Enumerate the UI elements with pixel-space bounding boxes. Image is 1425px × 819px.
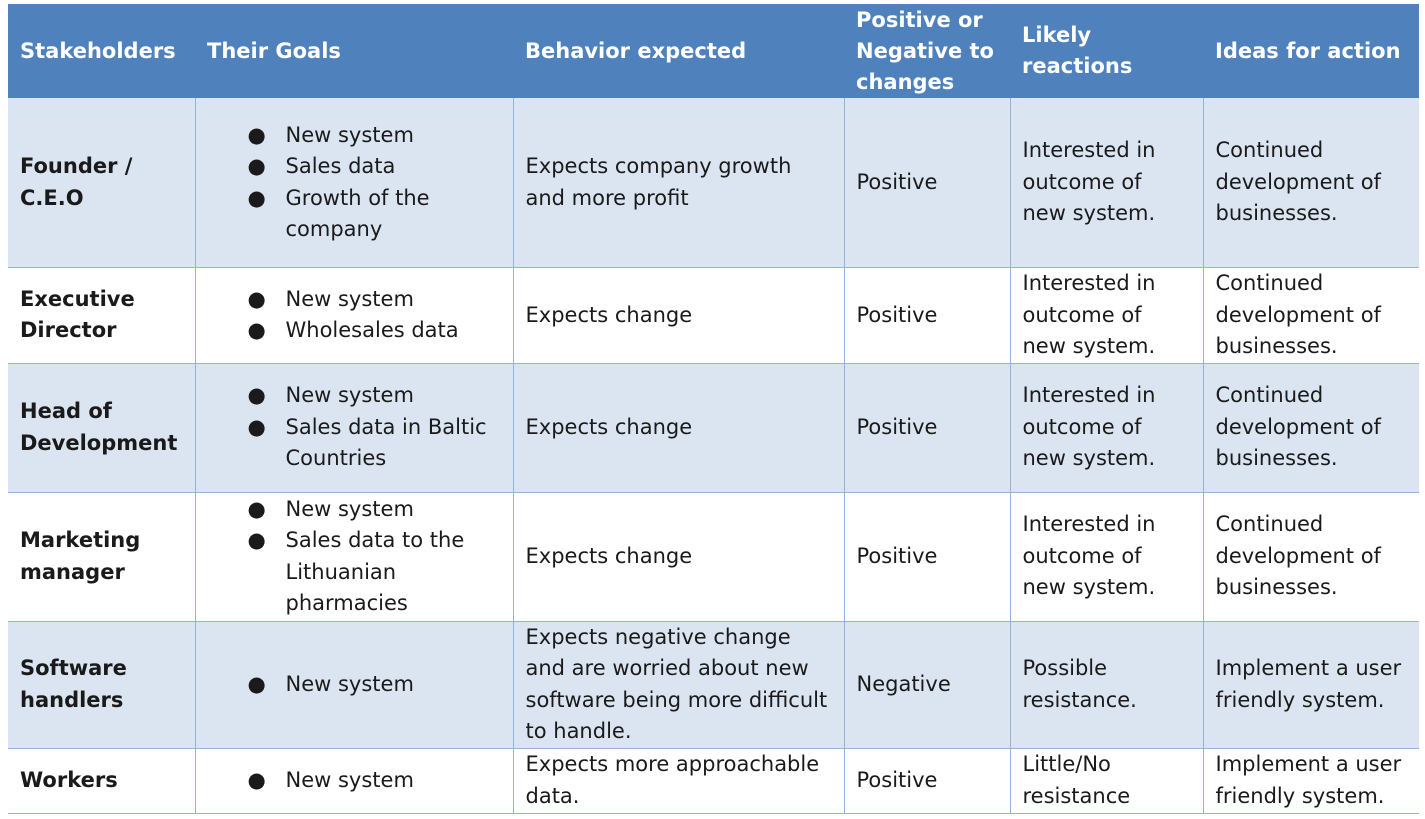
reaction-cell: Possible resistance. xyxy=(1009,621,1204,749)
attitude-cell: Positive xyxy=(843,748,1011,814)
goal-item: ● New system xyxy=(248,284,501,316)
behavior-cell: Expects change xyxy=(512,363,845,493)
goal-item: ● Sales data xyxy=(248,151,501,183)
attitude-cell: Positive xyxy=(843,363,1011,493)
header-row: Stakeholders Their Goals Behavior expect… xyxy=(8,4,1419,98)
bullet-icon: ● xyxy=(247,383,266,408)
table-row: Founder / C.E.O ● New system ● Sales data … xyxy=(8,98,1419,268)
bullet-icon: ● xyxy=(247,496,266,521)
goal-item: ● Sales data to the Lithuanian pharmacies xyxy=(248,525,501,620)
reaction-cell: Little/No resistance xyxy=(1009,748,1204,814)
bullet-icon: ● xyxy=(247,122,266,147)
table-row: Executive Director ● New system ● Wholesal… xyxy=(8,267,1419,364)
goal-item: ● New system xyxy=(248,765,501,797)
goal-item: ● Growth of the company xyxy=(248,183,501,246)
stakeholder-analysis-table: Stakeholders Their Goals Behavior expect… xyxy=(8,4,1419,814)
table-row: Head of Development ● New system ● Sales d… xyxy=(8,363,1419,493)
behavior-cell: Expects change xyxy=(512,267,845,364)
goal-item: ● New system xyxy=(248,120,501,152)
bullet-icon: ● xyxy=(247,154,266,178)
goal-text: New system xyxy=(285,286,414,311)
goals-list: ● New system ● Wholesales data xyxy=(208,284,501,347)
bullet-icon: ● xyxy=(247,414,266,439)
attitude-cell: Negative xyxy=(843,621,1011,749)
reaction-cell: Interested in outcome of new system. xyxy=(1009,98,1204,268)
goal-text: New system xyxy=(285,671,414,696)
stakeholder-cell: Founder / C.E.O xyxy=(8,98,196,268)
bullet-icon: ● xyxy=(247,528,266,552)
goals-cell: ● New system ● Sales data to the Lithuania… xyxy=(194,492,514,622)
action-cell: Continued development of businesses. xyxy=(1202,267,1419,364)
bullet-icon: ● xyxy=(247,767,266,792)
attitude-cell: Positive xyxy=(843,492,1011,622)
stakeholder-cell: Marketing manager xyxy=(8,492,196,622)
table-row: Workers ● New system Expects more approac… xyxy=(8,748,1419,814)
header-reactions: Likely reactions xyxy=(1010,4,1203,98)
action-cell: Continued development of businesses. xyxy=(1202,98,1419,268)
reaction-cell: Interested in outcome of new system. xyxy=(1009,363,1204,493)
goal-item: ● New system xyxy=(248,380,501,412)
bullet-icon: ● xyxy=(247,286,266,311)
header-stakeholders: Stakeholders xyxy=(8,4,195,98)
goal-item: ● Sales data in Baltic Countries xyxy=(248,412,501,475)
goal-item: ● New system xyxy=(248,669,501,701)
goals-list: ● New system xyxy=(208,669,501,701)
stakeholder-cell: Head of Development xyxy=(8,363,196,493)
behavior-cell: Expects more approachable data. xyxy=(512,748,845,814)
goal-item: ● Wholesales data xyxy=(248,315,501,347)
goals-list: ● New system ● Sales data in Baltic Countr… xyxy=(208,380,501,475)
goals-list: ● New system ● Sales data ● Growth of the c… xyxy=(208,120,501,246)
header-behavior: Behavior expected xyxy=(513,4,844,98)
header-ideas: Ideas for action xyxy=(1203,4,1419,98)
bullet-icon: ● xyxy=(247,318,266,343)
goals-list: ● New system xyxy=(208,765,501,797)
goals-cell: ● New system ● Sales data in Baltic Countr… xyxy=(194,363,514,493)
goal-text: New system xyxy=(285,496,414,521)
bullet-icon: ● xyxy=(247,671,266,696)
table-row: Marketing manager ● New system ● Sales dat… xyxy=(8,492,1419,622)
table-row: Software handlers ● New system Expects ne… xyxy=(8,621,1419,749)
header-goals: Their Goals xyxy=(195,4,513,98)
goal-text: Sales data xyxy=(285,154,396,178)
goal-text: Wholesales data xyxy=(285,318,459,343)
stakeholder-cell: Executive Director xyxy=(8,267,196,364)
goals-cell: ● New system ● Wholesales data xyxy=(194,267,514,364)
bullet-icon: ● xyxy=(247,185,266,210)
goals-cell: ● New system xyxy=(194,748,514,814)
attitude-cell: Positive xyxy=(843,98,1011,268)
goals-list: ● New system ● Sales data to the Lithuania… xyxy=(208,494,501,620)
action-cell: Implement a user friendly system. xyxy=(1202,748,1419,814)
action-cell: Implement a user friendly system. xyxy=(1202,621,1419,749)
reaction-cell: Interested in outcome of new system. xyxy=(1009,492,1204,622)
stakeholder-cell: Workers xyxy=(8,748,196,814)
reaction-cell: Interested in outcome of new system. xyxy=(1009,267,1204,364)
behavior-cell: Expects change xyxy=(512,492,845,622)
behavior-cell: Expects company growth and more profit xyxy=(512,98,845,268)
attitude-cell: Positive xyxy=(843,267,1011,364)
goal-text: Sales data to the Lithuanian pharmacies xyxy=(285,528,465,615)
action-cell: Continued development of businesses. xyxy=(1202,363,1419,493)
behavior-cell: Expects negative change and are worried … xyxy=(512,621,845,749)
goal-text: New system xyxy=(285,767,414,792)
goal-text: New system xyxy=(285,383,414,408)
action-cell: Continued development of businesses. xyxy=(1202,492,1419,622)
goal-item: ● New system xyxy=(248,494,501,526)
stakeholder-cell: Software handlers xyxy=(8,621,196,749)
goals-cell: ● New system xyxy=(194,621,514,749)
goals-cell: ● New system ● Sales data ● Growth of the c… xyxy=(194,98,514,268)
goal-text: New system xyxy=(285,122,414,147)
goal-text: Growth of the company xyxy=(285,185,430,242)
goal-text: Sales data in Baltic Countries xyxy=(285,414,487,471)
header-positive-negative: Positive or Negative to changes xyxy=(844,4,1010,98)
